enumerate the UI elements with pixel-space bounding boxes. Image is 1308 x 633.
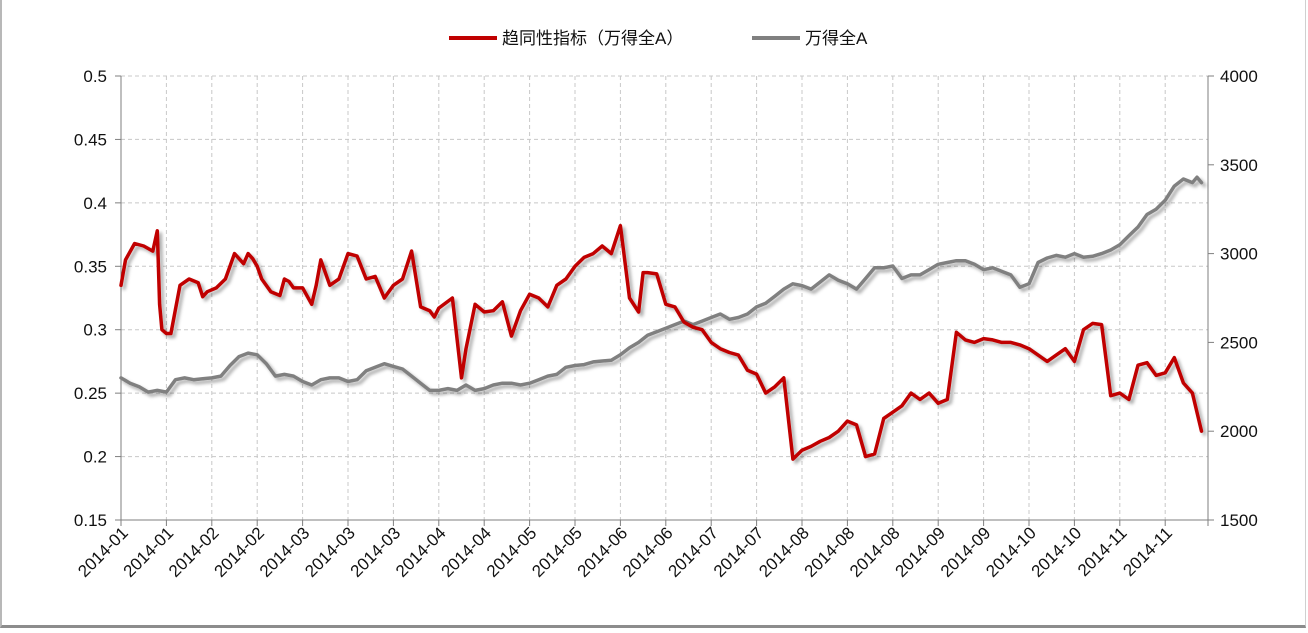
- left-tick-label: 0.25: [74, 384, 107, 403]
- x-tick-label: 2014-10: [1028, 523, 1086, 581]
- series-line-wind-a-index: [119, 175, 1204, 394]
- left-tick-label: 0.4: [83, 194, 107, 213]
- left-tick-label: 0.15: [74, 511, 107, 530]
- left-tick-label: 0.35: [74, 257, 107, 276]
- right-y-axis-ticks: 1500 2000 2500 3000 3500 4000: [1208, 67, 1258, 530]
- right-tick-label: 2500: [1220, 333, 1258, 352]
- left-tick-label: 0.2: [83, 448, 107, 467]
- right-tick-label: 1500: [1220, 511, 1258, 530]
- legend-label-wind-a: 万得全A: [805, 29, 868, 48]
- legend[interactable]: 趋同性指标（万得全A） 万得全A: [449, 29, 868, 48]
- left-tick-label: 0.5: [83, 67, 107, 86]
- right-tick-label: 3500: [1220, 156, 1258, 175]
- left-y-axis-ticks: 0.15 0.2 0.25 0.3 0.35 0.4 0.45 0.5: [74, 67, 121, 530]
- x-tick-label: 2014-11: [1119, 523, 1176, 580]
- series-layer: [119, 175, 1204, 461]
- right-tick-label: 3000: [1220, 245, 1258, 264]
- right-tick-label: 2000: [1220, 422, 1258, 441]
- x-axis-ticks: 2014-012014-012014-022014-022014-032014-…: [74, 520, 1209, 581]
- right-tick-label: 4000: [1220, 67, 1258, 86]
- left-tick-label: 0.45: [74, 130, 107, 149]
- legend-label-convergence: 趋同性指标（万得全A）: [502, 29, 683, 48]
- left-tick-label: 0.3: [83, 321, 107, 340]
- series-line-convergence-index: [119, 223, 1204, 461]
- x-tick-label: 2014-11: [1074, 523, 1131, 580]
